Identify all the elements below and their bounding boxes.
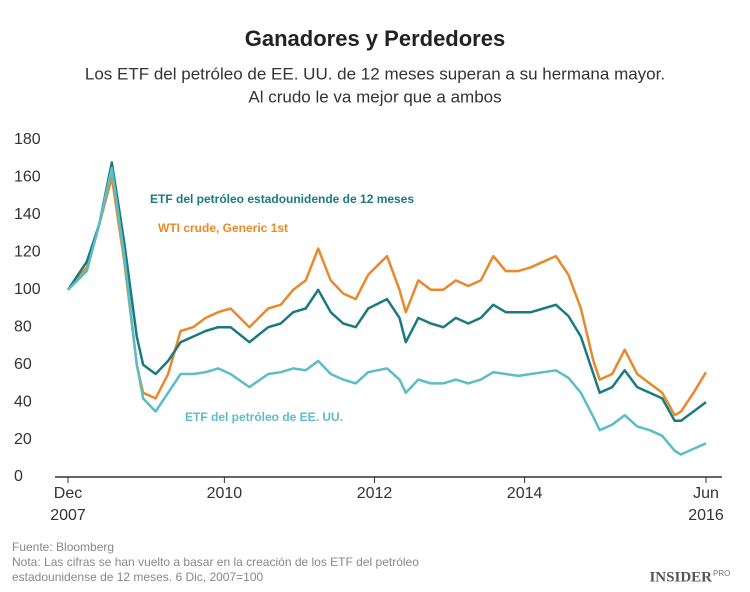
source: Fuente: Bloomberg (12, 540, 114, 554)
y-tick-label: 140 (14, 206, 41, 223)
line (67, 166, 707, 456)
note: estadounidense de 12 meses. 6 Dic, 2007=… (12, 570, 264, 584)
series-label: ETF del petróleo de EE. UU. (185, 410, 343, 424)
x-tick-label: Jun (693, 485, 719, 502)
brand: INSIDER (649, 569, 712, 585)
y-tick-label: 160 (14, 169, 41, 186)
y-tick-label: 80 (14, 318, 32, 335)
x-tick-label: 2010 (207, 485, 243, 502)
y-tick-label: 40 (14, 393, 32, 410)
x-tick-label: 2014 (507, 485, 543, 502)
x-tick-label: Dec (54, 485, 82, 502)
chart-subtitle: Al crudo le va mejor que a ambos (248, 87, 501, 106)
line (66, 161, 707, 423)
series-label: ETF del petróleo estadounidende de 12 me… (150, 192, 414, 206)
x-tick-label: 2007 (50, 507, 86, 524)
series-label: WTI crude, Generic 1st (158, 221, 288, 235)
chart-title: Ganadores y Perdedores (245, 26, 505, 51)
y-tick-label: 180 (14, 131, 41, 148)
y-tick-label: 60 (14, 356, 32, 373)
x-tick-label: 2016 (688, 507, 724, 524)
chart-subtitle: Los ETF del petróleo de EE. UU. de 12 me… (85, 64, 665, 83)
x-tick-label: 2012 (357, 485, 393, 502)
note: Nota: Las cifras se han vuelto a basar e… (12, 555, 419, 569)
y-tick-label: 20 (14, 431, 32, 448)
y-tick-label: 0 (14, 468, 23, 485)
brand-suffix: PRO (713, 569, 730, 578)
y-tick-label: 100 (14, 281, 41, 298)
line (67, 176, 708, 417)
y-tick-label: 120 (14, 244, 41, 261)
